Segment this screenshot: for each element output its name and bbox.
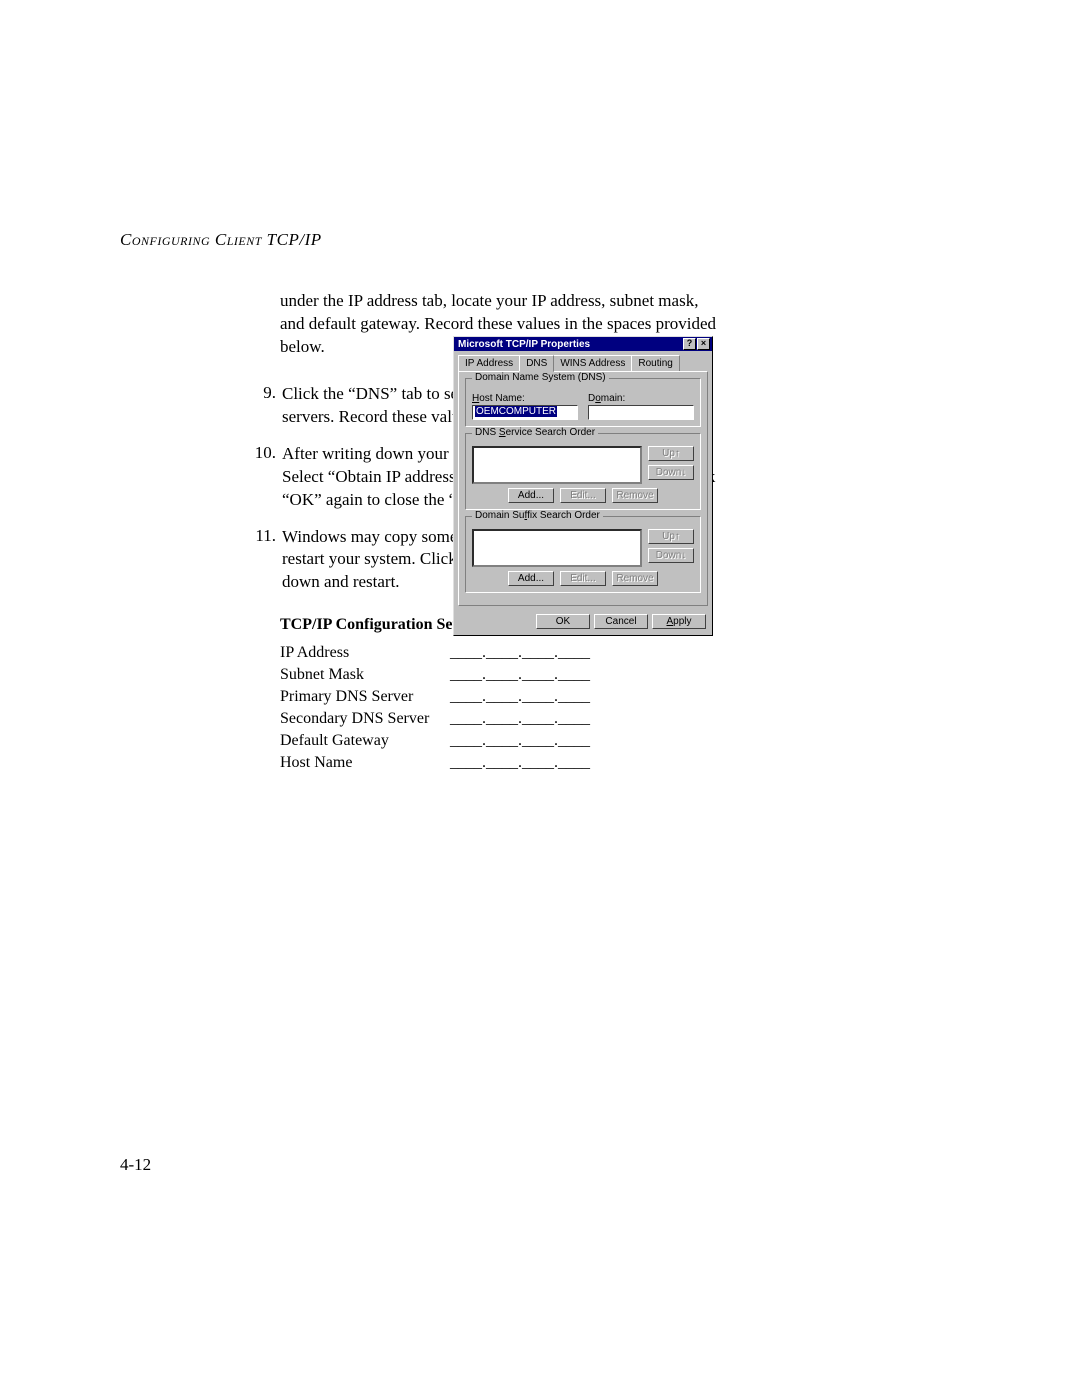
step-number-9: 9.: [250, 383, 282, 429]
add-button[interactable]: Add...: [508, 571, 554, 586]
group-suffix-search-order: Domain Suffix Search Order Up↑ Down↓ Add…: [465, 516, 701, 593]
up-button[interactable]: Up↑: [648, 446, 694, 461]
down-button[interactable]: Down↓: [648, 548, 694, 563]
domain-label: Domain:: [588, 393, 694, 404]
table-row: Secondary DNS Server ____.____.____.____: [280, 710, 720, 728]
add-button[interactable]: Add...: [508, 488, 554, 503]
remove-button[interactable]: Remove: [612, 571, 658, 586]
tab-dns[interactable]: DNS: [519, 355, 554, 372]
config-label: Secondary DNS Server: [280, 710, 450, 728]
cancel-button[interactable]: Cancel: [594, 614, 648, 629]
config-blank: ____.____.____.____: [450, 666, 590, 684]
config-label: Subnet Mask: [280, 666, 450, 684]
group-title: DNS Service Search Order: [472, 427, 598, 438]
dns-search-listbox[interactable]: [472, 446, 642, 484]
config-table: IP Address ____.____.____.____ Subnet Ma…: [280, 644, 720, 772]
group-title: Domain Name System (DNS): [472, 372, 609, 383]
config-blank: ____.____.____.____: [450, 688, 590, 706]
edit-button[interactable]: Edit...: [560, 571, 606, 586]
config-label: Host Name: [280, 754, 450, 772]
dialog-title: Microsoft TCP/IP Properties: [456, 339, 682, 350]
group-dns: Domain Name System (DNS) Host Name: OEMC…: [465, 378, 701, 427]
page-number: 4-12: [120, 1155, 151, 1175]
titlebar[interactable]: Microsoft TCP/IP Properties ? ×: [454, 337, 712, 351]
tab-routing[interactable]: Routing: [631, 355, 679, 371]
step-number-10: 10.: [250, 443, 282, 512]
config-label: Default Gateway: [280, 732, 450, 750]
step-number-11: 11.: [250, 526, 282, 595]
hostname-input[interactable]: OEMCOMPUTER: [472, 405, 578, 420]
table-row: IP Address ____.____.____.____: [280, 644, 720, 662]
tcpip-properties-dialog: Microsoft TCP/IP Properties ? × IP Addre…: [453, 336, 713, 636]
remove-button[interactable]: Remove: [612, 488, 658, 503]
table-row: Host Name ____.____.____.____: [280, 754, 720, 772]
section-header: Configuring Client TCP/IP: [120, 230, 720, 250]
config-label: IP Address: [280, 644, 450, 662]
hostname-label: Host Name:: [472, 393, 578, 404]
tab-ip-address[interactable]: IP Address: [458, 355, 520, 371]
config-blank: ____.____.____.____: [450, 644, 590, 662]
table-row: Default Gateway ____.____.____.____: [280, 732, 720, 750]
table-row: Primary DNS Server ____.____.____.____: [280, 688, 720, 706]
table-row: Subnet Mask ____.____.____.____: [280, 666, 720, 684]
group-title: Domain Suffix Search Order: [472, 510, 603, 521]
domain-input[interactable]: [588, 405, 694, 420]
ok-button[interactable]: OK: [536, 614, 590, 629]
down-button[interactable]: Down↓: [648, 465, 694, 480]
config-blank: ____.____.____.____: [450, 754, 590, 772]
help-icon[interactable]: ?: [683, 338, 696, 350]
close-icon[interactable]: ×: [697, 338, 710, 350]
up-button[interactable]: Up↑: [648, 529, 694, 544]
edit-button[interactable]: Edit...: [560, 488, 606, 503]
config-blank: ____.____.____.____: [450, 710, 590, 728]
config-label: Primary DNS Server: [280, 688, 450, 706]
apply-button[interactable]: Apply: [652, 614, 706, 629]
tab-strip: IP Address DNS WINS Address Routing: [454, 351, 712, 371]
config-blank: ____.____.____.____: [450, 732, 590, 750]
group-dns-search-order: DNS Service Search Order Up↑ Down↓ Add..…: [465, 433, 701, 510]
tab-wins-address[interactable]: WINS Address: [553, 355, 632, 371]
suffix-search-listbox[interactable]: [472, 529, 642, 567]
